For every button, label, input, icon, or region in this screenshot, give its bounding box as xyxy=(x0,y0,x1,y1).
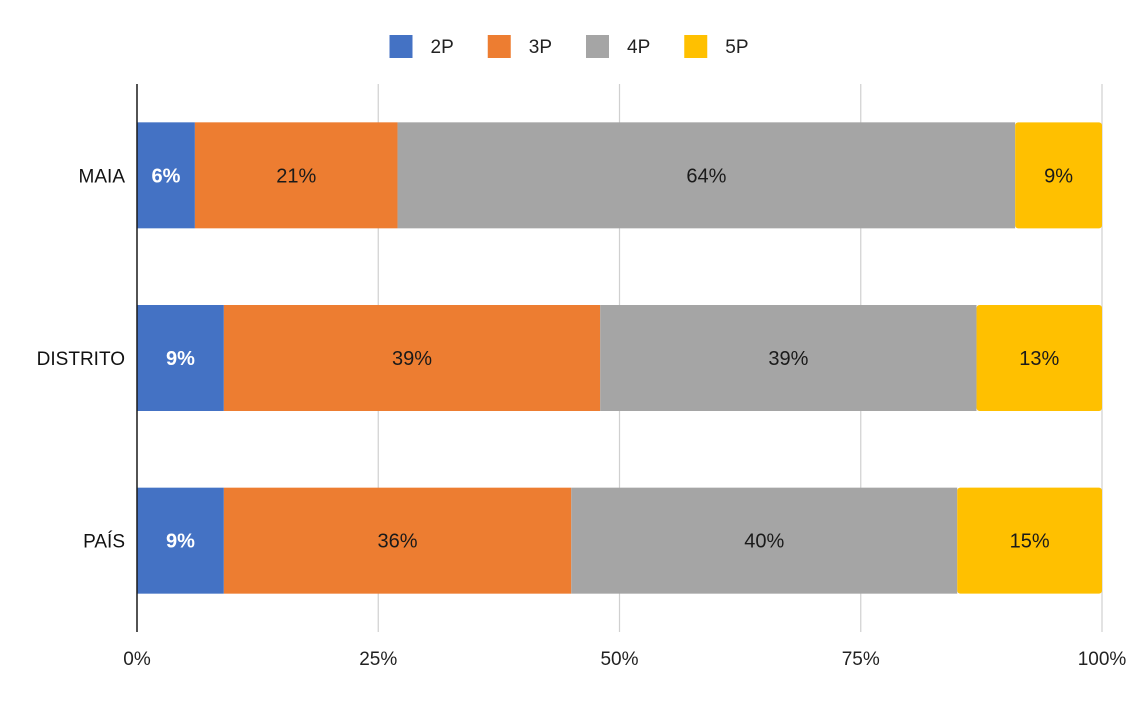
category-label: DISTRITO xyxy=(37,349,125,370)
legend-item: 4P xyxy=(586,35,650,58)
legend: 2P 3P 4P 5P xyxy=(389,35,749,58)
x-tick-label: 100% xyxy=(1078,649,1127,670)
bars: 6% 21% 64% 9% 9% 39% 39% 13% 9% 36% 40% 15% xyxy=(137,122,1102,594)
bar-segment xyxy=(1015,122,1102,229)
legend-swatch xyxy=(586,35,609,58)
bar-segment xyxy=(194,122,398,229)
legend-label: 3P xyxy=(529,37,552,58)
data-label: 36% xyxy=(378,531,418,553)
bar-segment xyxy=(571,487,958,594)
bar-row-0: 6% 21% 64% 9% xyxy=(137,122,1102,229)
legend-swatch xyxy=(389,35,413,58)
legend-item: 3P xyxy=(487,35,552,58)
legend-item: 5P xyxy=(684,35,749,58)
axes: 0% 25% 50% 75% 100% MAIA DISTRITO PAÍS xyxy=(37,84,1127,670)
x-tick-label: 0% xyxy=(123,649,151,670)
category-label: PAÍS xyxy=(83,532,125,553)
legend-item: 2P xyxy=(389,35,454,58)
bar-segment xyxy=(223,487,572,594)
data-label: 21% xyxy=(276,165,316,187)
bar-segment xyxy=(600,305,977,411)
category-label: MAIA xyxy=(79,166,126,187)
data-label: 9% xyxy=(166,348,195,370)
data-label: 39% xyxy=(392,348,432,370)
data-label: 9% xyxy=(1044,165,1073,187)
data-label: 64% xyxy=(686,165,726,187)
x-tick-label: 50% xyxy=(600,649,638,670)
data-label: 40% xyxy=(744,531,784,553)
data-label: 15% xyxy=(1010,531,1050,553)
bar-row-2: 9% 36% 40% 15% xyxy=(137,487,1102,594)
bar-segment xyxy=(137,487,224,594)
bar-row-1: 9% 39% 39% 13% xyxy=(137,305,1102,411)
bar-segment xyxy=(137,122,195,229)
legend-swatch xyxy=(487,35,511,58)
bar-segment xyxy=(397,122,1016,229)
bar-segment xyxy=(223,305,601,411)
data-label: 39% xyxy=(768,348,808,370)
legend-label: 2P xyxy=(431,37,454,58)
legend-label: 4P xyxy=(627,37,650,58)
data-label: 9% xyxy=(166,531,195,553)
legend-label: 5P xyxy=(725,37,748,58)
data-label: 6% xyxy=(151,165,180,187)
legend-swatch xyxy=(684,35,708,58)
bar-segment xyxy=(957,487,1102,594)
bar-segment xyxy=(976,305,1102,411)
x-tick-label: 75% xyxy=(842,649,880,670)
data-label: 13% xyxy=(1019,348,1059,370)
x-tick-label: 25% xyxy=(359,649,397,670)
bar-segment xyxy=(137,305,224,411)
